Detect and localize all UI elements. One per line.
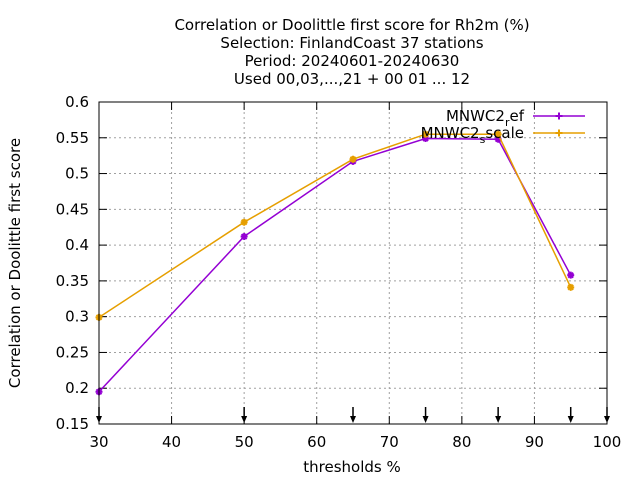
data-point <box>494 135 502 143</box>
threshold-arrow <box>241 407 248 423</box>
threshold-arrow <box>495 407 502 423</box>
chart-title: Correlation or Doolittle first score for… <box>174 16 529 88</box>
legend-marker <box>555 112 563 120</box>
y-tick-label: 0.5 <box>65 165 89 183</box>
threshold-arrow <box>350 407 356 423</box>
threshold-arrows <box>96 407 610 423</box>
threshold-arrow <box>422 407 429 423</box>
y-tick-label: 0.2 <box>65 379 89 397</box>
x-tick-label: 40 <box>162 433 181 451</box>
x-tick-label: 70 <box>380 433 399 451</box>
x-axis-ticks: 30 40 50 60 70 80 90 100 <box>89 102 621 451</box>
y-tick-label: 0.25 <box>56 343 89 361</box>
data-point <box>349 155 357 163</box>
x-tick-label: 80 <box>452 433 471 451</box>
x-tick-label: 100 <box>593 433 622 451</box>
series-line <box>98 137 572 393</box>
x-tick-label: 90 <box>525 433 544 451</box>
grid-lines <box>99 102 607 424</box>
series-0 <box>95 134 575 396</box>
data-point <box>567 283 575 291</box>
data-point <box>494 130 502 138</box>
legend-entry: MNWC2sscale <box>421 124 585 146</box>
title-line: Selection: FinlandCoast 37 stations <box>220 34 483 52</box>
plot-frame <box>98 101 608 425</box>
legend-label: MNWC2sscale <box>421 124 524 146</box>
title-line: Used 00,03,...,21 + 00 01 ... 12 <box>234 70 470 88</box>
threshold-arrow <box>567 407 574 423</box>
y-axis-ticks: 0.15 0.2 0.25 0.3 0.35 0.4 0.45 0.5 0.55 0.6 <box>56 93 607 433</box>
x-tick-label: 50 <box>235 433 254 451</box>
y-tick-label: 0.3 <box>65 308 89 326</box>
legend-entry: MNWC2ref <box>446 107 585 129</box>
title-line: Period: 20240601-20240630 <box>245 52 460 70</box>
y-axis-label: Correlation or Doolittle first score <box>6 138 24 388</box>
x-tick-label: 30 <box>89 433 108 451</box>
data-point <box>240 218 248 226</box>
legend-marker <box>555 129 563 137</box>
y-tick-label: 0.45 <box>56 200 89 218</box>
x-axis-label: thresholds % <box>303 458 400 476</box>
data-point <box>422 134 430 142</box>
series-line <box>98 133 572 319</box>
y-tick-label: 0.35 <box>56 272 89 290</box>
series-lines <box>95 130 575 396</box>
y-tick-label: 0.55 <box>56 129 89 147</box>
title-line: Correlation or Doolittle first score for… <box>174 16 529 34</box>
data-point <box>240 233 248 241</box>
x-tick-label: 60 <box>307 433 326 451</box>
y-tick-label: 0.6 <box>65 93 89 111</box>
data-point <box>422 130 430 138</box>
data-point <box>567 271 575 279</box>
series-1 <box>95 130 575 321</box>
y-tick-label: 0.15 <box>56 415 89 433</box>
y-tick-label: 0.4 <box>65 236 89 254</box>
legend-label: MNWC2ref <box>446 107 525 129</box>
